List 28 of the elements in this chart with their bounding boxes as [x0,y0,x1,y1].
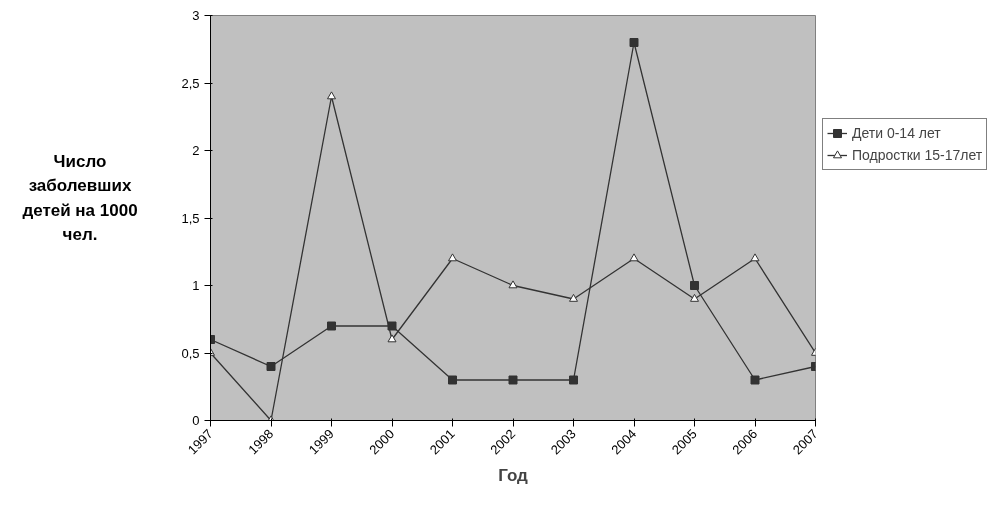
point [448,375,457,385]
x-axis-title: Год [498,466,529,486]
point [750,253,760,262]
point [690,281,699,290]
y-tick-label: 1,5 [181,210,200,226]
point [750,375,760,385]
point [508,280,518,289]
point [508,375,518,385]
point [448,253,457,262]
y-tick-label: 3 [192,8,200,23]
point [629,38,639,47]
point [387,321,397,331]
point [387,334,397,343]
point [629,253,639,262]
y-tick-label: 0 [192,413,200,428]
y-tick-label: 1 [192,278,200,293]
point [327,321,336,331]
legend-label: Подростки 15-17лет [852,147,983,163]
point [266,362,276,371]
y-axis-title: Число заболевших детей на 1000 чел. [21,151,139,246]
point [569,293,578,302]
legend-label: Дети 0-14 лет [852,125,941,141]
point [327,91,336,100]
y-tick-label: 2 [192,143,200,158]
y-tick-label: 0,5 [181,345,200,361]
point [569,375,578,385]
point [690,293,699,302]
y-tick-label: 2,5 [181,75,200,91]
